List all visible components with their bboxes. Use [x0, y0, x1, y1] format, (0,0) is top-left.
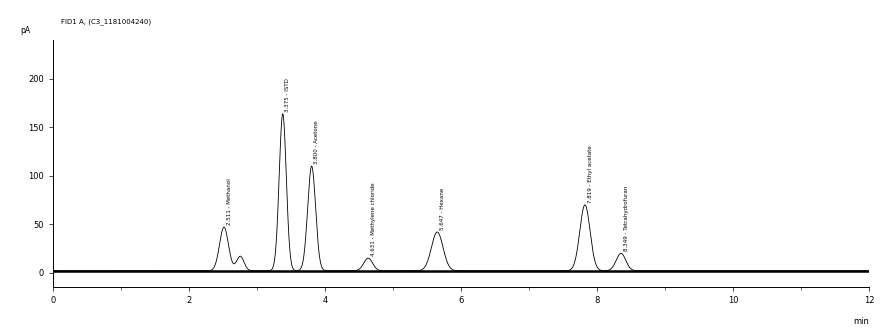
Text: pA: pA [20, 26, 31, 35]
Text: 2.511 - Methanol: 2.511 - Methanol [227, 178, 231, 225]
Text: 3.800 - Acetone: 3.800 - Acetone [314, 121, 319, 164]
Text: 7.819 - Ethyl acetate: 7.819 - Ethyl acetate [587, 145, 592, 203]
Text: 4.631 - Methylene chloride: 4.631 - Methylene chloride [370, 183, 376, 256]
Text: min: min [852, 317, 868, 326]
Text: 8.349 - Tetrahydrofuran: 8.349 - Tetrahydrofuran [623, 186, 628, 252]
Text: FID1 A, (C3_1181004240): FID1 A, (C3_1181004240) [61, 18, 152, 25]
Text: 5.647 - Hexane: 5.647 - Hexane [439, 188, 445, 230]
Text: 3.375 - ISTD: 3.375 - ISTD [285, 78, 290, 112]
